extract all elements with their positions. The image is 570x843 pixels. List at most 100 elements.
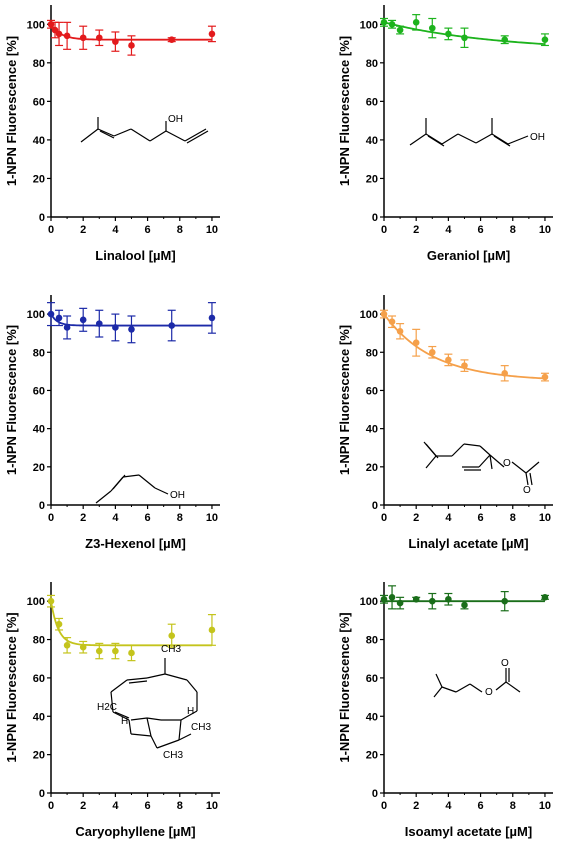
data-point: [47, 310, 55, 318]
atom-label: OH: [170, 490, 185, 501]
bond: [475, 133, 493, 144]
y-tick-label: 0: [39, 500, 45, 512]
bond: [507, 135, 529, 145]
bond: [146, 717, 162, 721]
bond: [479, 445, 491, 456]
bond: [97, 128, 115, 137]
double-bond: [493, 135, 511, 147]
data-point: [461, 362, 468, 369]
y-tick-label: 20: [33, 462, 45, 474]
x-tick-label: 2: [80, 512, 86, 524]
x-axis-title: Linalyl acetate [µM]: [408, 536, 528, 551]
y-tick-label: 80: [33, 58, 45, 70]
y-tick-label: 60: [33, 673, 45, 685]
bond: [489, 454, 493, 470]
chart-panel-4: 0 20 40 60 80 100 0 2 4 6 8 10 Linalyl acetate [µM] 1…: [337, 295, 553, 551]
structure-linalool: OH: [80, 114, 209, 144]
x-tick-label: 2: [413, 512, 419, 524]
y-tick-label: 0: [372, 500, 378, 512]
x-tick-label: 2: [413, 224, 419, 236]
data-point: [128, 326, 135, 333]
atom-label: O: [485, 687, 493, 698]
bond: [435, 673, 443, 688]
y-tick-label: 100: [27, 309, 45, 321]
data-point: [55, 314, 63, 322]
data-point: [541, 36, 549, 43]
y-tick-label: 20: [366, 173, 378, 185]
data-point: [445, 30, 452, 38]
data-point: [79, 643, 87, 651]
bond: [112, 711, 130, 721]
double-bond: [128, 680, 148, 684]
atom-label: CH3: [191, 722, 211, 733]
y-axis-title: 1-NPN Fluorescence [%]: [337, 325, 352, 475]
bond: [511, 461, 527, 474]
bond: [95, 490, 112, 504]
y-axis-title: 1-NPN Fluorescence [%]: [337, 612, 352, 762]
data-point: [168, 36, 176, 43]
data-point: [445, 595, 452, 603]
bond: [128, 719, 132, 735]
chart-panel-6: 0 20 40 60 80 100 0 2 4 6 8 10 Isoamyl acetate [µM] 1…: [337, 582, 553, 839]
x-tick-label: 8: [177, 800, 183, 812]
x-tick-label: 2: [413, 800, 419, 812]
bond: [113, 128, 132, 137]
x-axis-title: Caryophyllene [µM]: [75, 824, 195, 839]
data-point: [396, 327, 404, 335]
x-tick-label: 0: [48, 512, 54, 524]
atom-label: OH: [530, 132, 545, 143]
x-tick-label: 6: [145, 512, 151, 524]
x-tick-label: 2: [80, 800, 86, 812]
bond: [463, 443, 481, 447]
x-tick-label: 4: [112, 512, 119, 524]
y-axis-title: 1-NPN Fluorescence [%]: [337, 36, 352, 186]
y-tick-label: 80: [366, 635, 378, 647]
x-tick-label: 10: [206, 224, 218, 236]
data-point: [112, 38, 119, 45]
bond: [478, 454, 491, 468]
data-point: [208, 626, 216, 634]
structure-geraniol: OH: [409, 118, 545, 147]
data-point: [79, 34, 87, 42]
y-tick-label: 0: [39, 212, 45, 224]
structure-z3-hexenol: OH: [95, 474, 185, 504]
x-tick-label: 10: [206, 512, 218, 524]
data-point: [95, 647, 103, 655]
data-point: [388, 318, 396, 326]
data-point: [412, 19, 420, 26]
data-point: [396, 599, 404, 607]
data-point: [380, 595, 388, 603]
bond: [433, 686, 443, 698]
bond: [146, 717, 152, 737]
x-axis-title: Geraniol [µM]: [427, 248, 510, 263]
bond: [165, 130, 186, 142]
double-bond: [186, 130, 209, 144]
x-tick-label: 0: [381, 800, 387, 812]
data-point: [501, 597, 509, 605]
data-point: [47, 597, 55, 605]
data-point: [168, 322, 176, 329]
data-point: [128, 42, 135, 49]
bond: [186, 679, 198, 693]
x-axis-title: Isoamyl acetate [µM]: [405, 824, 532, 839]
data-point: [541, 594, 549, 601]
x-tick-label: 0: [381, 224, 387, 236]
double-bond: [425, 443, 439, 459]
double-bond: [112, 474, 126, 490]
y-tick-label: 0: [39, 788, 45, 800]
y-tick-label: 0: [372, 788, 378, 800]
y-axis-title: 1-NPN Fluorescence [%]: [4, 612, 19, 762]
x-tick-label: 8: [177, 224, 183, 236]
x-tick-label: 0: [381, 512, 387, 524]
atom-label: O: [503, 458, 511, 469]
structure-linalyl-acetate: OO: [423, 441, 540, 496]
bond: [409, 133, 427, 146]
data-point: [501, 369, 509, 377]
x-tick-label: 6: [478, 512, 484, 524]
y-tick-label: 40: [366, 135, 378, 147]
x-tick-label: 4: [445, 512, 452, 524]
data-point: [412, 595, 420, 603]
y-axis-title: 1-NPN Fluorescence [%]: [4, 325, 19, 475]
bond: [130, 128, 151, 142]
